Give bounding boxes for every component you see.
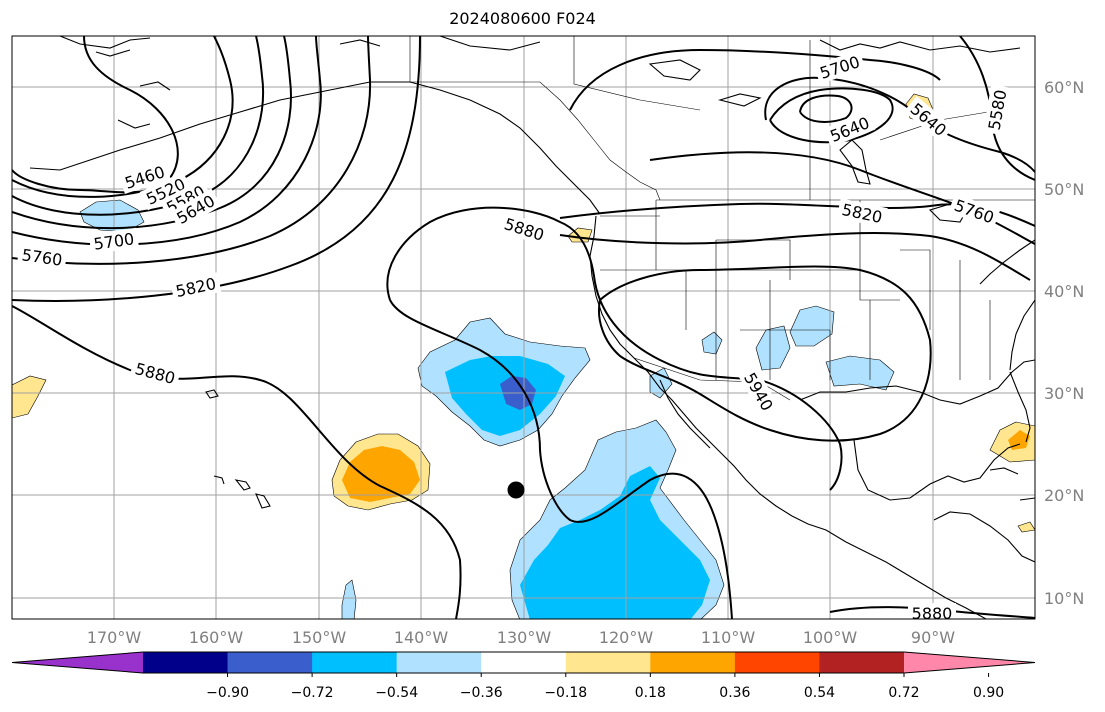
colorbar-tick-label: 0.36 (719, 685, 750, 701)
svg-text:5880: 5880 (912, 604, 953, 623)
colorbar-segment (312, 652, 398, 673)
lon-label: 150°W (292, 628, 347, 647)
contour-label: 5880 (908, 603, 956, 623)
lat-label: 40°N (1044, 282, 1084, 301)
negative-anomaly-region (825, 355, 895, 391)
colorbar-tick-label: 0.90 (973, 685, 1004, 701)
lat-label: 20°N (1044, 486, 1084, 505)
contour-label: 5760 (16, 243, 68, 271)
lat-label: 60°N (1044, 78, 1084, 97)
colorbar-segment (565, 652, 651, 673)
colorbar: −0.90 −0.72 −0.54 −0.36 −0.18 0.18 0.36 0.54 0.7… (11, 651, 1036, 701)
colorbar-tick-label: 0.18 (635, 685, 666, 701)
negative-anomaly-region (341, 579, 357, 619)
lon-label: 140°W (394, 628, 449, 647)
colorbar-segment (227, 652, 313, 673)
map-title: 2024080600 F024 (449, 9, 596, 28)
latitude-labels: 60°N 50°N 40°N 30°N 20°N 10°N (1044, 78, 1084, 608)
colorbar-segment (819, 652, 905, 673)
colorbar-tick-label: −0.18 (544, 685, 587, 701)
colorbar-segment (396, 652, 482, 673)
longitude-labels: 170°W 160°W 150°W 140°W 130°W 120°W 110°… (87, 628, 955, 647)
negative-anomaly-region (701, 331, 723, 355)
negative-anomaly-region (789, 305, 835, 347)
colorbar-tick-label: −0.36 (460, 685, 503, 701)
positive-anomaly-region (1017, 521, 1035, 533)
lat-label: 50°N (1044, 180, 1084, 199)
positive-anomaly-region (12, 375, 47, 419)
map-frame (11, 35, 1036, 620)
positive-anomaly-region (342, 446, 420, 502)
colorbar-segment (143, 652, 229, 673)
colorbar-tick-label: 0.72 (888, 685, 919, 701)
lon-label: 110°W (701, 628, 756, 647)
colorbar-outline (11, 651, 1036, 674)
lat-label: 10°N (1044, 589, 1084, 608)
positive-anomaly-region (1008, 430, 1030, 450)
colorbar-segment (734, 652, 820, 673)
lat-label: 30°N (1044, 384, 1084, 403)
negative-anomaly-region (79, 199, 145, 233)
anomaly-shading (12, 93, 1035, 619)
colorbar-segment (481, 652, 567, 673)
storm-center-marker (507, 481, 525, 499)
colorbar-extend-low (12, 652, 143, 673)
lon-label: 100°W (803, 628, 858, 647)
lon-label: 120°W (599, 628, 654, 647)
colorbar-extend-high (904, 652, 1035, 673)
lon-label: 170°W (87, 628, 142, 647)
lon-label: 130°W (497, 628, 552, 647)
contour-label: 5580 (982, 84, 1012, 136)
colorbar-tick-label: −0.72 (291, 685, 334, 701)
lon-label: 90°W (911, 628, 955, 647)
lon-label: 160°W (189, 628, 244, 647)
colorbar-tick-label: −0.54 (375, 685, 418, 701)
colorbar-tick-label: 0.54 (804, 685, 835, 701)
colorbar-segment (650, 652, 736, 673)
colorbar-tick-label: −0.90 (206, 685, 249, 701)
negative-anomaly-region (520, 466, 710, 619)
